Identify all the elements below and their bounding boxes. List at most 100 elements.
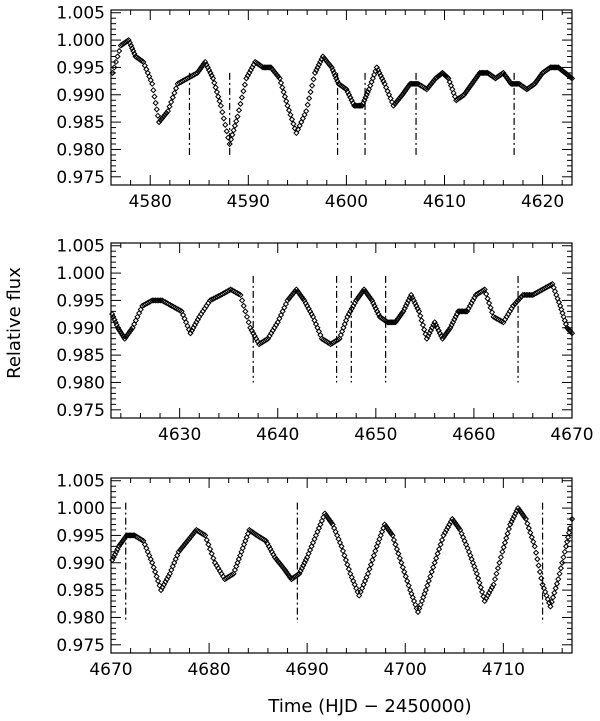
data-point [420, 594, 427, 601]
panel-2: 4630 4640 4650 4660 4670 0.975 0.980 0.985 0.990… [56, 237, 593, 445]
x-tick-label: 4660 [452, 425, 495, 445]
data-point [229, 571, 236, 578]
data-point [219, 108, 226, 116]
data-point [401, 88, 409, 95]
y-axis-title: Relative flux [4, 267, 25, 379]
data-point [369, 75, 376, 82]
data-point [172, 85, 180, 92]
data-point [516, 295, 523, 302]
data-point [555, 576, 562, 583]
data-point [238, 297, 246, 304]
data-point [415, 308, 423, 315]
data-point [366, 566, 373, 573]
data-point [205, 67, 213, 74]
data-point [230, 127, 237, 134]
data-point [404, 84, 411, 91]
data-point [528, 534, 535, 541]
data-point [125, 330, 132, 337]
data-point [130, 47, 137, 55]
data-point [277, 79, 285, 87]
data-point [369, 556, 376, 564]
data-point [284, 102, 291, 109]
data-point [531, 80, 538, 87]
plot-frame [110, 242, 573, 419]
data-point [205, 541, 212, 548]
data-point [178, 545, 185, 552]
panel-1: 4580 4590 4600 4610 4620 0.975 0.980 0.985 0.990… [56, 4, 576, 212]
data-point [372, 305, 379, 312]
data-point [460, 91, 468, 98]
data-point [158, 115, 166, 122]
y-tick-label: 0.980 [56, 140, 105, 160]
data-point [179, 543, 187, 550]
data-point [400, 89, 407, 97]
data-point [211, 79, 218, 87]
data-point [230, 570, 237, 577]
data-point [115, 543, 122, 550]
data-point [389, 532, 396, 539]
data-point [290, 120, 297, 128]
data-point [411, 300, 419, 307]
data-point [233, 563, 240, 570]
y-tick-label: 0.995 [56, 291, 105, 311]
y-tick-label: 0.985 [56, 113, 105, 133]
data-point [237, 291, 244, 299]
data-point [358, 290, 365, 297]
data-point [157, 117, 164, 124]
data-point [464, 86, 472, 93]
data-point [538, 575, 545, 582]
data-point [240, 541, 248, 548]
data-point [377, 532, 384, 539]
data-point [425, 577, 432, 585]
data-point [563, 543, 570, 550]
data-point [549, 594, 557, 601]
x-axis-title: Time (HJD − 2450000) [267, 696, 471, 717]
data-point [501, 539, 509, 546]
data-point [399, 91, 406, 98]
data-point [399, 564, 406, 571]
data-point [491, 576, 499, 583]
y-tick-label: 0.975 [56, 401, 105, 421]
data-point [161, 111, 169, 118]
x-tick-label: 4630 [158, 425, 201, 445]
data-point [177, 546, 184, 554]
plot-frame [110, 9, 573, 186]
data-point [364, 570, 372, 577]
data-point [344, 88, 351, 96]
data-point [393, 317, 400, 324]
data-point [185, 535, 193, 543]
data-point [428, 80, 435, 87]
data-point [202, 58, 209, 66]
data-point [128, 45, 136, 52]
data-point [483, 290, 490, 298]
data-point [125, 36, 132, 44]
data-point [500, 544, 507, 551]
data-point [290, 290, 297, 297]
data-point [216, 98, 223, 105]
x-tick-label: 4670 [89, 660, 132, 680]
data-point [403, 86, 410, 93]
data-point [472, 75, 479, 82]
data-point [303, 108, 310, 115]
data-point [494, 565, 502, 572]
data-point [394, 97, 402, 104]
data-point [334, 336, 342, 343]
data-point [110, 313, 117, 320]
data-point [442, 331, 449, 339]
data-point [235, 107, 243, 114]
data-point [547, 281, 554, 289]
data-point [283, 98, 290, 105]
data-point [394, 315, 402, 322]
y-tick-label: 1.000 [56, 264, 105, 284]
data-point [470, 78, 477, 86]
data-point [187, 534, 194, 541]
data-point [175, 548, 182, 555]
data-point [477, 584, 484, 591]
data-point [432, 321, 440, 329]
x-tick-label: 4580 [129, 192, 172, 212]
y-tick-label: 0.985 [56, 346, 105, 366]
data-point [536, 73, 544, 80]
data-point [560, 554, 567, 561]
y-tick-label: 0.980 [56, 608, 105, 628]
